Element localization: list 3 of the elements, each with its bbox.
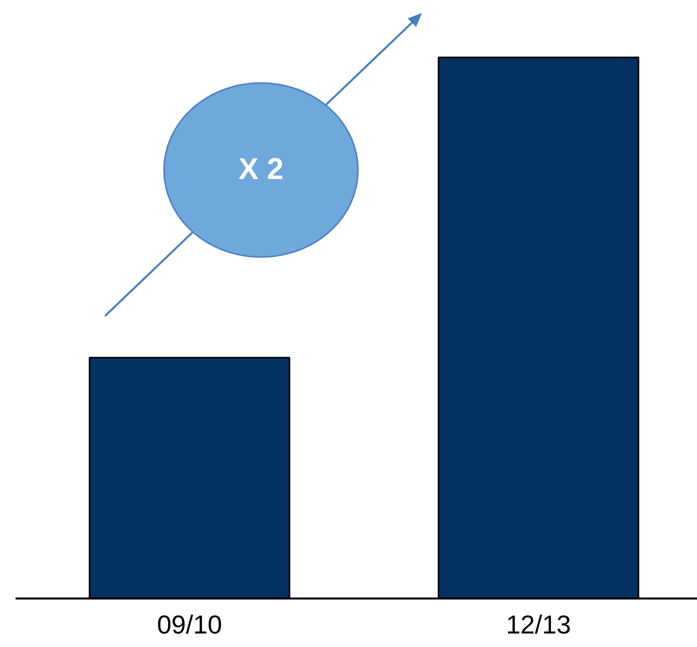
annotation: X 2 [238,152,284,186]
x-tick-label: 12/13 [506,610,572,640]
x-tick-label: 09/10 [156,610,222,640]
